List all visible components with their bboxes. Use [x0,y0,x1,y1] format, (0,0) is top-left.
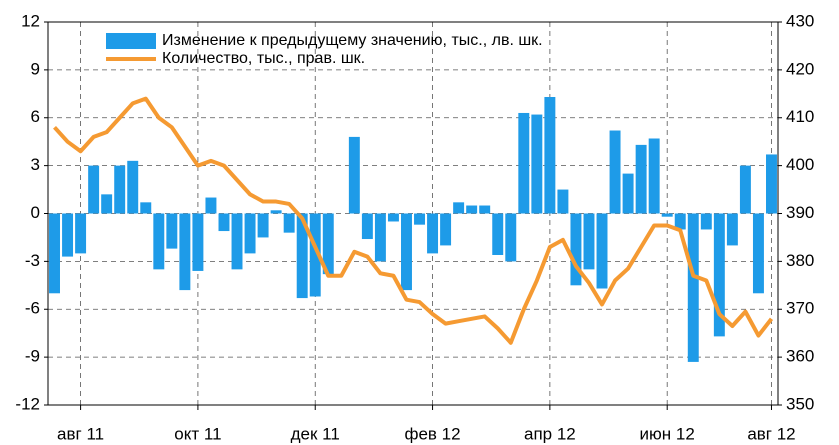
bar [492,213,504,255]
bar [401,213,412,291]
y-tick-label: -9 [25,347,40,366]
bar [374,213,386,262]
bar [179,213,191,291]
y-tick-label: -12 [15,394,40,413]
bar [766,154,777,214]
bar [570,213,582,286]
bar [75,213,87,254]
y2-tick-label: 390 [786,203,814,222]
bar [557,189,569,214]
x-tick-label: дек 11 [291,424,340,443]
bar [414,213,425,225]
bar [531,114,543,214]
bar [270,210,282,214]
bar [700,213,712,230]
y-tick-label: 3 [31,155,40,174]
bar [713,213,725,337]
y-tick-label: -3 [25,251,40,270]
y-tick-label: 12 [21,11,40,30]
bar [309,213,321,297]
bar [361,213,373,240]
bar [648,138,660,214]
bar [205,197,217,214]
bar [466,205,478,214]
bar [596,213,608,289]
bar [140,202,152,214]
bar [296,213,308,299]
y-tick-label: 0 [31,203,40,222]
x-tick-label: авг 12 [747,424,795,443]
bar [674,213,686,230]
bar [257,213,269,238]
bar [166,213,178,249]
x-tick-label: апр 12 [524,424,576,443]
legend-label: Изменение к предыдущему значению, тыс., … [162,32,543,49]
legend-swatch [106,33,156,49]
bar [453,202,465,214]
legend-swatch [106,57,156,61]
x-tick-label: июн 12 [640,424,695,443]
y2-tick-label: 420 [786,59,814,78]
bar [752,213,764,294]
x-tick-label: фев 12 [404,424,460,443]
y2-tick-label: 430 [786,11,814,30]
bar [101,194,113,214]
bar [544,97,556,214]
bar [440,213,452,246]
bar [127,160,139,214]
legend-item: Количество, тыс., прав. шк. [106,50,622,68]
y2-tick-label: 380 [786,251,814,270]
bar [661,213,673,217]
bar [153,213,165,270]
bar [726,213,738,246]
y2-tick-label: 360 [786,347,814,366]
bar [622,173,634,214]
plot-frame [47,21,779,406]
bar [505,213,517,262]
y-tick-label: 9 [31,59,40,78]
bar [49,213,60,294]
y-tick-label: -6 [25,299,40,318]
bar [192,213,204,271]
y2-tick-label: 350 [786,394,814,413]
bar [583,213,595,270]
legend: Изменение к предыдущему значению, тыс., … [106,32,622,68]
bar [62,213,74,257]
bar [218,213,230,232]
bar [609,130,621,214]
bar [387,213,399,222]
bar [348,136,360,214]
x-tick-label: авг 11 [57,424,104,443]
legend-label: Количество, тыс., прав. шк. [162,50,366,67]
y2-tick-label: 410 [786,107,814,126]
y2-tick-label: 400 [786,155,814,174]
y2-tick-label: 370 [786,299,814,318]
bar [635,144,647,214]
line [53,96,774,345]
x-tick-label: окт 11 [174,424,221,443]
bar [687,213,699,362]
bar [283,213,295,233]
bar [244,213,256,254]
bar [322,213,334,275]
legend-item: Изменение к предыдущему значению, тыс., … [106,32,622,50]
bar [231,213,243,270]
bar [479,205,491,214]
bar [114,165,126,214]
bar [88,165,100,214]
bar [427,213,439,254]
y-tick-label: 6 [31,107,40,126]
bar [739,165,751,214]
bar [518,112,530,214]
